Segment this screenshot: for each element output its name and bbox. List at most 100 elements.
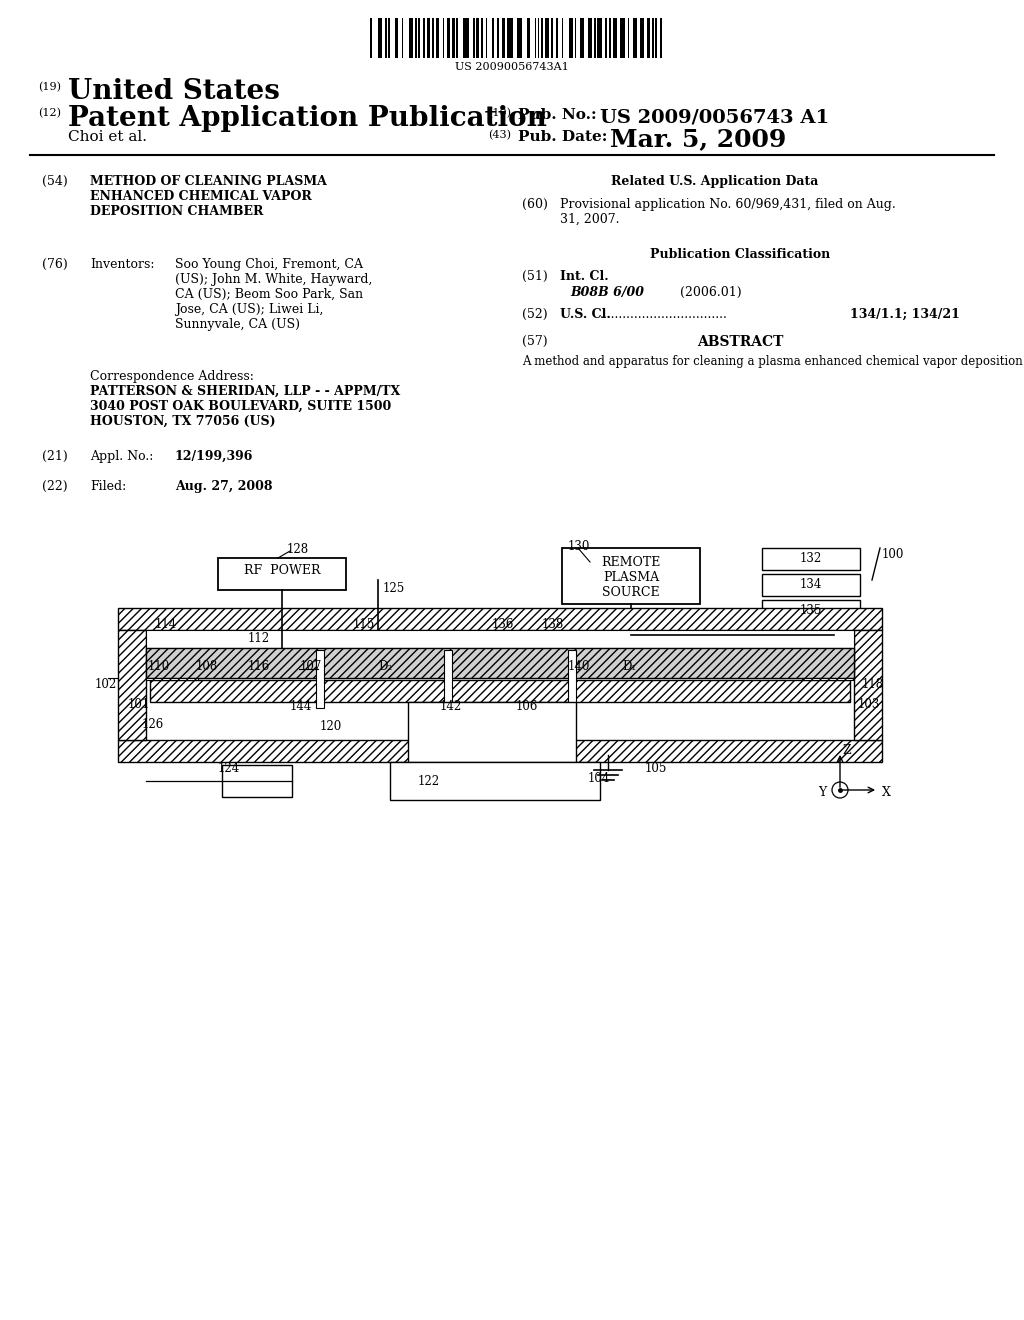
Text: D₂: D₂	[378, 660, 392, 673]
Text: 106: 106	[516, 700, 539, 713]
Text: (52): (52)	[522, 308, 548, 321]
Bar	[408, 702, 575, 762]
Bar	[415, 18, 417, 58]
Text: 114: 114	[155, 618, 177, 631]
Bar	[452, 18, 455, 58]
Bar	[394, 18, 397, 58]
Text: RF  POWER: RF POWER	[244, 564, 321, 577]
Text: 103: 103	[858, 698, 881, 711]
Bar	[655, 18, 656, 58]
Bar	[545, 18, 549, 58]
Text: (51): (51)	[522, 271, 548, 282]
Bar	[218, 558, 346, 590]
Text: (12): (12)	[38, 108, 61, 119]
Bar	[390, 762, 600, 800]
Bar	[647, 18, 650, 58]
Text: Int. Cl.: Int. Cl.	[560, 271, 608, 282]
Bar	[762, 548, 860, 570]
Bar	[118, 609, 882, 630]
Bar	[423, 18, 425, 58]
Text: US 2009/0056743 A1: US 2009/0056743 A1	[600, 108, 829, 125]
Bar	[562, 548, 700, 605]
Text: 134: 134	[800, 578, 822, 591]
Bar	[502, 18, 505, 58]
Bar	[526, 18, 529, 58]
Text: Appl. No.:: Appl. No.:	[90, 450, 154, 463]
Text: 110: 110	[148, 660, 170, 673]
Text: 130: 130	[568, 540, 591, 553]
Text: 138: 138	[542, 618, 564, 631]
Bar	[580, 18, 584, 58]
Text: 102: 102	[95, 678, 118, 690]
Bar	[556, 18, 557, 58]
Text: (57): (57)	[522, 335, 548, 348]
Bar	[146, 648, 854, 678]
Bar	[507, 18, 512, 58]
Text: 101: 101	[128, 698, 151, 711]
Text: 128: 128	[287, 543, 309, 556]
Bar	[568, 649, 575, 708]
Text: (10): (10)	[488, 108, 511, 119]
Text: Choi et al.: Choi et al.	[68, 129, 147, 144]
Text: (19): (19)	[38, 82, 61, 92]
Bar	[640, 18, 644, 58]
Bar	[401, 18, 403, 58]
Text: (76): (76)	[42, 257, 68, 271]
Bar	[481, 18, 482, 58]
Bar	[574, 18, 575, 58]
Text: (2006.01): (2006.01)	[680, 286, 741, 300]
Text: U.S. Cl.: U.S. Cl.	[560, 308, 610, 321]
Bar	[762, 574, 860, 597]
Bar	[222, 766, 292, 797]
Bar	[652, 18, 653, 58]
Text: Inventors:: Inventors:	[90, 257, 155, 271]
Bar	[516, 18, 521, 58]
Text: PATTERSON & SHERIDAN, LLP - - APPM/TX
3040 POST OAK BOULEVARD, SUITE 1500
HOUSTO: PATTERSON & SHERIDAN, LLP - - APPM/TX 30…	[90, 385, 400, 428]
Bar	[497, 18, 499, 58]
Bar	[118, 630, 146, 741]
Bar	[538, 18, 539, 58]
Text: METHOD OF CLEANING PLASMA
ENHANCED CHEMICAL VAPOR
DEPOSITION CHAMBER: METHOD OF CLEANING PLASMA ENHANCED CHEMI…	[90, 176, 327, 218]
Text: A method and apparatus for cleaning a plasma enhanced chemical vapor deposition : A method and apparatus for cleaning a pl…	[522, 355, 1024, 368]
Text: 140: 140	[568, 660, 591, 673]
Text: REMOTE
PLASMA
SOURCE: REMOTE PLASMA SOURCE	[601, 556, 660, 599]
Text: 135: 135	[800, 605, 822, 616]
Text: ABSTRACT: ABSTRACT	[696, 335, 783, 348]
Text: 126: 126	[142, 718, 164, 731]
Bar	[597, 18, 602, 58]
Bar	[378, 18, 382, 58]
Text: B08B 6/00: B08B 6/00	[570, 286, 644, 300]
Text: Correspondence Address:: Correspondence Address:	[90, 370, 254, 383]
Bar	[594, 18, 596, 58]
Bar	[612, 18, 616, 58]
Bar	[444, 649, 452, 708]
Text: 118: 118	[862, 678, 884, 690]
Text: X: X	[882, 785, 891, 799]
Bar	[535, 18, 536, 58]
Bar	[802, 678, 854, 680]
Bar	[608, 18, 610, 58]
Text: Aug. 27, 2008: Aug. 27, 2008	[175, 480, 272, 492]
Bar	[370, 18, 372, 58]
Bar	[463, 18, 469, 58]
Bar	[427, 18, 430, 58]
Bar	[492, 18, 494, 58]
Bar	[409, 18, 413, 58]
Text: Patent Application Publication: Patent Application Publication	[68, 106, 547, 132]
Text: Pub. No.:: Pub. No.:	[518, 108, 597, 121]
Bar	[316, 649, 324, 708]
Text: United States: United States	[68, 78, 280, 106]
Bar	[659, 18, 662, 58]
Bar	[620, 18, 625, 58]
Text: 125: 125	[383, 582, 406, 595]
Text: 134/1.1; 134/21: 134/1.1; 134/21	[850, 308, 959, 321]
Text: 132: 132	[800, 552, 822, 565]
Text: 100: 100	[882, 548, 904, 561]
Bar	[431, 18, 433, 58]
Text: Filed:: Filed:	[90, 480, 126, 492]
Text: Soo Young Choi, Fremont, CA
(US); John M. White, Hayward,
CA (US); Beom Soo Park: Soo Young Choi, Fremont, CA (US); John M…	[175, 257, 373, 331]
Bar	[447, 18, 450, 58]
Text: D₁: D₁	[622, 660, 636, 673]
Bar	[628, 18, 629, 58]
Text: 122: 122	[418, 775, 440, 788]
